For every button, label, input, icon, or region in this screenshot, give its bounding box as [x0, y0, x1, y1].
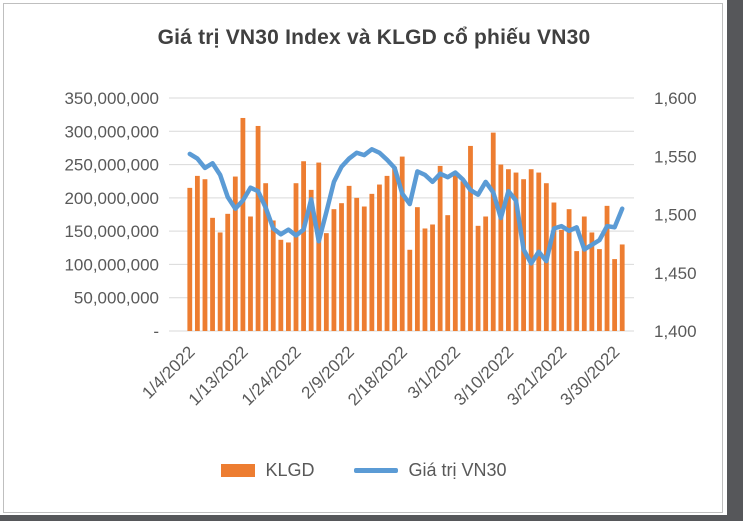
- legend-label-klgd: KLGD: [265, 460, 315, 480]
- volume-bar: [392, 167, 398, 331]
- volume-bar: [361, 206, 367, 331]
- volume-bar: [452, 172, 458, 331]
- volume-bar: [331, 209, 337, 331]
- right-axis-tick-label: 1,500: [654, 206, 697, 225]
- volume-bar: [270, 220, 276, 331]
- volume-bar: [468, 145, 473, 331]
- vn30-line: [187, 147, 625, 266]
- chart-legend: KLGD Giá trị VN30: [4, 460, 724, 481]
- line-series-swatch: [354, 468, 399, 473]
- volume-bar: [559, 229, 564, 331]
- volume-bar: [301, 161, 306, 331]
- volume-bar: [232, 176, 238, 331]
- volume-bar: [316, 162, 322, 331]
- legend-label-vn30: Giá trị VN30: [408, 460, 507, 480]
- volume-bar: [506, 169, 511, 331]
- volume-bar: [407, 249, 413, 331]
- volume-bar: [513, 172, 519, 331]
- chart-plot: - 50,000,000 100,000,000 150,000,000 200,000…: [64, 89, 697, 409]
- volume-bar: [354, 197, 360, 331]
- volume-bar: [399, 156, 405, 331]
- left-axis-tick-label: 150,000,000: [64, 222, 159, 241]
- volume-bar: [528, 169, 534, 331]
- volume-bar: [574, 251, 580, 331]
- left-axis-tick-label: 100,000,000: [64, 255, 159, 274]
- bar-series-swatch: [221, 464, 256, 477]
- volume-bar: [187, 187, 193, 331]
- right-axis-tick-label: 1,450: [654, 264, 697, 283]
- volume-bar: [483, 216, 489, 331]
- chart-frame: Giá trị VN30 Index và KLGD cổ phiếu VN30…: [3, 3, 723, 513]
- window-bottom-edge: [0, 515, 743, 521]
- legend-item-vn30: Giá trị VN30: [354, 460, 507, 481]
- window-right-edge: [727, 0, 743, 521]
- volume-bar: [308, 189, 314, 331]
- volume-bar: [217, 232, 223, 331]
- volume-bar: [589, 232, 595, 331]
- volume-bar: [339, 203, 344, 331]
- left-axis-tick-label: 350,000,000: [64, 89, 159, 108]
- volume-bar: [597, 249, 602, 331]
- volume-bar: [240, 117, 246, 331]
- volume-bar: [521, 179, 526, 331]
- volume-bar: [490, 132, 496, 331]
- volume-bar: [581, 216, 587, 331]
- left-axis-tick-label: -: [153, 322, 159, 341]
- volume-bar: [278, 239, 284, 331]
- volume-bar: [286, 242, 291, 331]
- volume-bar: [498, 164, 504, 331]
- left-axis-tick-label: 50,000,000: [74, 289, 159, 308]
- volume-bar: [422, 228, 428, 331]
- right-axis-tick-label: 1,600: [654, 89, 697, 108]
- volume-bar: [263, 183, 269, 331]
- volume-bar: [346, 185, 352, 331]
- chart-title: Giá trị VN30 Index và KLGD cổ phiếu VN30: [157, 26, 591, 49]
- volume-bar: [194, 175, 200, 331]
- volume-bar: [369, 193, 375, 331]
- volume-bar: [460, 181, 466, 331]
- legend-item-klgd: KLGD: [221, 460, 314, 481]
- volume-bar: [293, 183, 299, 331]
- left-axis-tick-label: 300,000,000: [64, 122, 159, 141]
- left-axis-tick-label: 200,000,000: [64, 189, 159, 208]
- volume-bar: [384, 175, 390, 331]
- volume-bar: [248, 216, 253, 331]
- volume-bar: [255, 125, 261, 332]
- volume-bar: [566, 209, 572, 331]
- left-axis-tick-label: 250,000,000: [64, 156, 159, 175]
- volume-bar: [445, 215, 451, 331]
- volume-bar: [225, 213, 231, 331]
- volume-bar: [323, 233, 329, 331]
- volume-bar: [475, 225, 481, 331]
- volume-bar: [377, 184, 382, 331]
- volume-bar: [414, 207, 420, 331]
- volume-bar: [437, 165, 443, 331]
- volume-bar: [202, 179, 208, 331]
- volume-bar: [604, 205, 610, 331]
- volume-bar: [619, 244, 625, 331]
- right-axis-tick-label: 1,400: [654, 322, 697, 341]
- volume-bar: [430, 224, 435, 331]
- volume-bar: [612, 259, 618, 331]
- volume-bar: [210, 217, 215, 331]
- right-axis-tick-label: 1,550: [654, 147, 697, 166]
- volume-bar: [551, 202, 557, 331]
